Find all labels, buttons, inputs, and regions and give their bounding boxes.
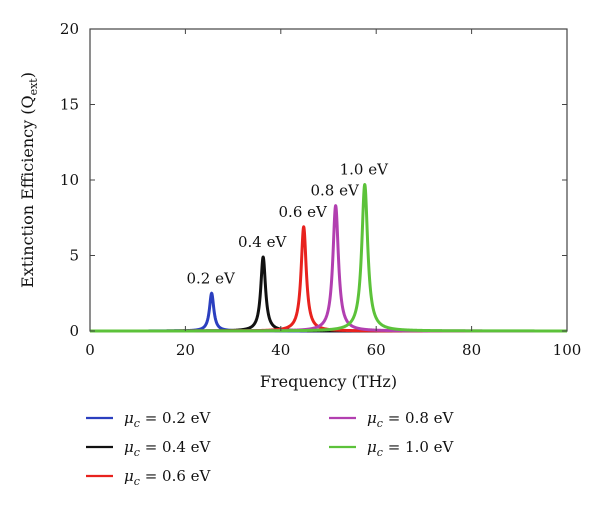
legend-value: = 0.2 eV xyxy=(140,409,212,427)
y-tick-label: 15 xyxy=(60,96,79,114)
y-tick-label: 20 xyxy=(60,20,79,38)
legend-mu-symbol: μ xyxy=(367,409,377,427)
x-tick-label: 60 xyxy=(367,341,386,359)
legend-mu-sub: c xyxy=(377,446,383,459)
legend-mu-symbol: μ xyxy=(124,467,134,485)
legend-label: μc = 0.8 eV xyxy=(367,409,455,430)
x-axis-label: Frequency (THz) xyxy=(260,372,397,391)
legend-mu-sub: c xyxy=(134,475,140,488)
peak-label-mu06: 0.6 eV xyxy=(279,203,329,221)
x-tick-label: 40 xyxy=(271,341,290,359)
legend-value: = 0.6 eV xyxy=(140,467,212,485)
legend-label: μc = 0.6 eV xyxy=(124,467,212,488)
x-tick-label: 20 xyxy=(176,341,195,359)
peak-label-mu04: 0.4 eV xyxy=(238,233,288,251)
y-axis-label-sub: ext xyxy=(27,78,40,96)
legend-item-mu10: μc = 1.0 eV xyxy=(329,438,455,459)
x-tick-label: 0 xyxy=(85,341,95,359)
x-tick-label: 100 xyxy=(553,341,582,359)
legend-mu-symbol: μ xyxy=(124,409,134,427)
legend-label: μc = 0.2 eV xyxy=(124,409,212,430)
legend-mu-symbol: μ xyxy=(367,438,377,456)
legend-mu-symbol: μ xyxy=(124,438,134,456)
peak-label-mu10: 1.0 eV xyxy=(340,161,390,179)
y-ticks: 0 5 10 15 20 xyxy=(60,20,567,340)
legend-mu-sub: c xyxy=(134,417,140,430)
legend-mu-sub: c xyxy=(377,417,383,430)
legend-label: μc = 0.4 eV xyxy=(124,438,212,459)
peak-label-mu02: 0.2 eV xyxy=(186,269,236,287)
peak-labels: 0.2 eV0.4 eV 0.6 eV 0.8 eV 1.0 eV xyxy=(186,161,389,288)
legend-item-mu06: μc = 0.6 eV xyxy=(86,467,212,488)
y-axis-label: Extinction Efficiency (Qext) xyxy=(18,72,40,288)
x-ticks: 0 20 40 60 80 100 xyxy=(85,29,581,359)
y-tick-label: 10 xyxy=(60,171,79,189)
legend-label: μc = 1.0 eV xyxy=(367,438,455,459)
legend-value: = 0.4 eV xyxy=(140,438,212,456)
legend-item-mu04: μc = 0.4 eV xyxy=(86,438,212,459)
x-tick-label: 80 xyxy=(462,341,481,359)
legend-value: = 1.0 eV xyxy=(383,438,455,456)
y-tick-label: 0 xyxy=(69,322,79,340)
series-line-mu10 xyxy=(88,183,569,333)
legend-mu-sub: c xyxy=(134,446,140,459)
series-curves xyxy=(88,183,569,333)
legend-item-mu02: μc = 0.2 eV xyxy=(86,409,212,430)
legend-item-mu08: μc = 0.8 eV xyxy=(329,409,455,430)
y-tick-label: 5 xyxy=(69,247,79,265)
legend-value: = 0.8 eV xyxy=(383,409,455,427)
peak-label-mu08: 0.8 eV xyxy=(310,182,360,200)
plot-area xyxy=(89,28,568,332)
